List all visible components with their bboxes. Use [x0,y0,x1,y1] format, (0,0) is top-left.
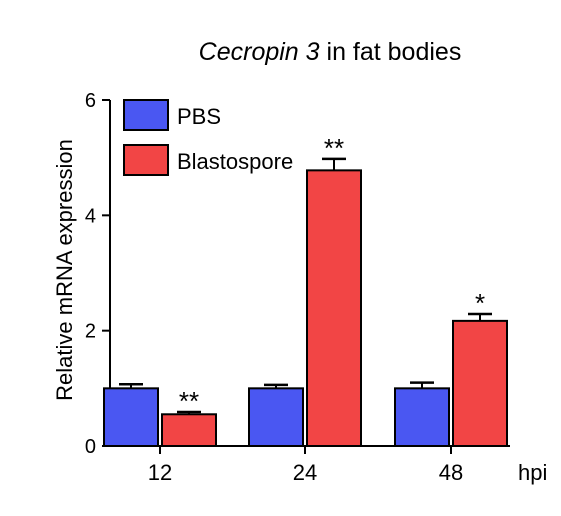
y-tick-label: 4 [85,205,96,227]
legend-label-blastospore: Blastospore [177,149,293,174]
legend-label-pbs: PBS [177,104,221,129]
y-tick-label: 2 [85,321,96,343]
bar-blastospore-12 [161,413,217,447]
y-axis-label: Relative mRNA expression [52,139,77,401]
x-tick-label: 24 [293,460,317,485]
bar-blastospore-48 [452,319,508,448]
significance-label: * [475,288,485,318]
legend-swatch-blastospore [123,144,169,176]
chart-title-rest: in fat bodies [320,38,462,66]
bar-pbs-12 [103,387,159,448]
bar-pbs-48 [394,387,450,448]
significance-label: ** [179,386,199,416]
y-tick-label: 0 [85,436,96,458]
x-axis-unit-label: hpi [518,460,547,485]
chart-title-gene: Cecropin 3 [199,38,320,66]
chart-title: Cecropin 3 in fat bodies [199,38,462,66]
x-tick-label: 12 [148,460,172,485]
legend-swatch-pbs [123,99,169,131]
x-tick-label: 48 [439,460,463,485]
significance-label: ** [324,133,344,163]
y-tick-label: 6 [85,90,96,112]
bar-blastospore-24 [306,169,362,447]
bar-pbs-24 [248,387,304,448]
legend: PBS Blastospore [123,99,293,176]
